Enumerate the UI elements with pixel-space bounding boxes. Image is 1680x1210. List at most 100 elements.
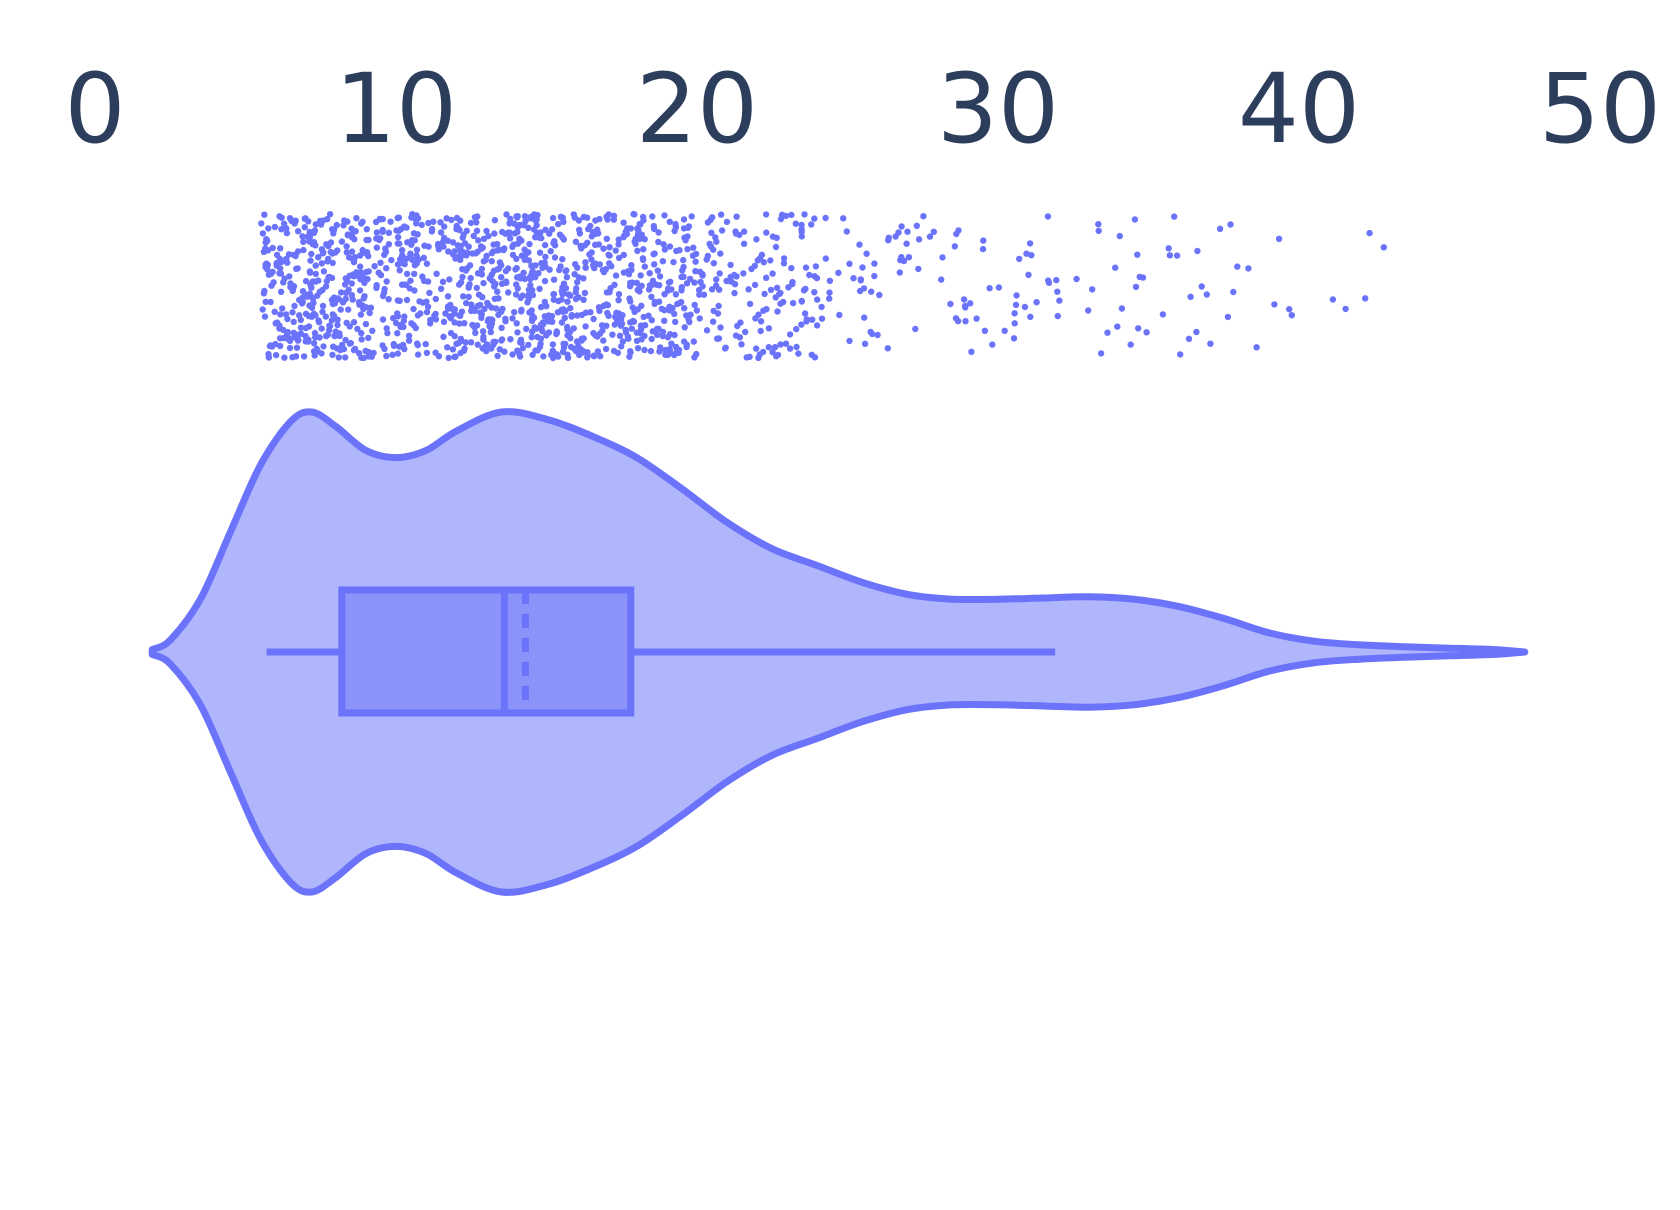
data-point: [645, 286, 653, 293]
data-point: [528, 334, 535, 341]
data-point: [575, 294, 582, 301]
data-point: [343, 277, 351, 284]
data-point: [876, 291, 883, 299]
data-point: [354, 325, 361, 333]
data-point: [871, 260, 878, 267]
data-point: [338, 238, 346, 245]
data-point: [543, 332, 550, 339]
data-point: [680, 216, 688, 223]
data-point: [460, 293, 467, 300]
data-point: [437, 285, 445, 292]
data-point: [1171, 213, 1178, 220]
data-point: [261, 313, 269, 320]
data-point: [283, 225, 290, 232]
data-point: [447, 301, 454, 309]
data-point: [1118, 305, 1126, 312]
data-point: [352, 228, 359, 235]
data-point: [377, 259, 384, 266]
data-point: [451, 306, 458, 313]
data-point: [403, 281, 410, 288]
data-point: [300, 246, 307, 254]
data-point: [271, 308, 278, 315]
data-point: [292, 353, 300, 360]
data-point: [608, 263, 615, 270]
data-point: [641, 236, 648, 243]
data-point: [709, 214, 716, 221]
data-point: [633, 329, 641, 336]
data-point: [360, 305, 367, 312]
data-point: [546, 230, 553, 237]
data-point: [394, 350, 401, 357]
data-point: [626, 353, 633, 360]
data-point: [394, 310, 401, 317]
data-point: [628, 262, 635, 269]
data-point: [358, 336, 365, 343]
data-point: [502, 267, 510, 275]
data-point: [473, 219, 480, 226]
data-point: [1104, 329, 1111, 336]
data-point: [697, 278, 704, 286]
data-point: [384, 329, 391, 337]
data-point: [594, 348, 602, 355]
data-point: [357, 252, 364, 259]
data-point: [422, 340, 429, 348]
data-point: [484, 299, 491, 307]
data-point: [448, 313, 455, 320]
x-tick-label-4: 40: [1238, 53, 1360, 165]
data-point: [419, 299, 427, 306]
data-point: [560, 236, 567, 243]
data-point: [634, 247, 641, 254]
data-point: [423, 349, 431, 357]
data-point: [661, 212, 668, 219]
data-point: [788, 264, 795, 272]
data-point: [1112, 264, 1119, 271]
data-point: [1173, 252, 1181, 259]
data-point: [447, 329, 455, 337]
data-point: [269, 244, 276, 252]
data-point: [628, 325, 635, 332]
data-point: [278, 226, 285, 233]
data-point: [708, 229, 715, 236]
data-point: [626, 283, 634, 290]
data-point: [566, 328, 574, 335]
data-point: [365, 268, 372, 275]
data-point: [437, 229, 445, 236]
data-point: [780, 260, 788, 267]
data-point: [651, 250, 658, 257]
data-point: [448, 216, 455, 224]
data-point: [723, 218, 731, 226]
data-point: [912, 325, 919, 333]
data-point: [789, 299, 797, 307]
data-point: [905, 254, 913, 261]
data-point: [690, 244, 697, 251]
data-point: [619, 338, 627, 345]
data-point: [648, 293, 655, 300]
data-point: [487, 328, 494, 336]
data-point: [461, 345, 468, 352]
data-point: [627, 225, 634, 232]
data-point: [491, 217, 499, 224]
data-point: [342, 289, 350, 296]
data-point: [574, 312, 581, 319]
data-point: [335, 354, 342, 361]
data-point: [798, 298, 805, 305]
data-point: [714, 335, 721, 342]
data-point: [414, 351, 422, 358]
data-point: [561, 314, 568, 322]
data-point: [333, 345, 341, 352]
data-point: [995, 284, 1003, 291]
data-point: [525, 224, 532, 231]
data-point: [383, 325, 390, 332]
data-point: [776, 290, 783, 298]
data-point: [592, 241, 599, 248]
data-point: [526, 309, 533, 316]
data-point: [780, 255, 788, 262]
data-point: [347, 339, 354, 347]
data-point: [620, 251, 627, 259]
data-point: [656, 273, 664, 280]
data-point: [470, 232, 477, 240]
data-point: [915, 265, 922, 273]
data-point: [743, 354, 750, 361]
data-point: [564, 298, 571, 305]
data-point: [846, 337, 853, 345]
